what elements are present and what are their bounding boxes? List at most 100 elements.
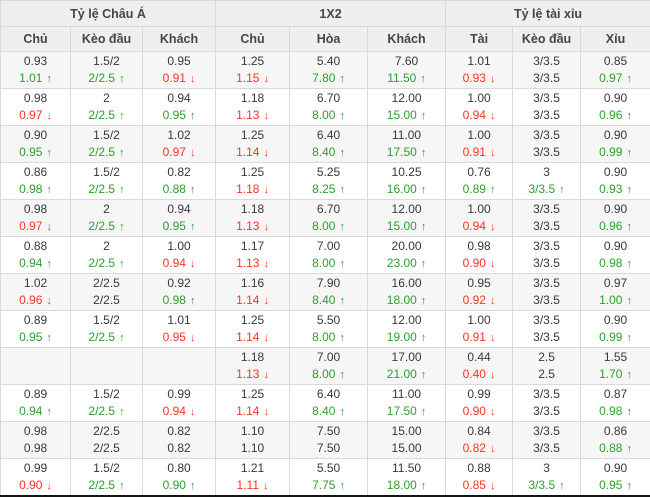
odds-live-number: 0.82 xyxy=(167,441,190,455)
odds-table-header: Tỷ lệ Châu Á 1X2 Tỷ lệ tài xỉu Chủ Kèo đ… xyxy=(1,1,650,52)
odds-live-value: 0.96↑ xyxy=(581,218,650,235)
odds-live-number: 1.00 xyxy=(599,293,622,307)
odds-open-value: 3/3.5 xyxy=(513,201,580,218)
trend-down-icon: ↓ xyxy=(490,406,496,418)
odds-open-value: 3 xyxy=(513,164,580,181)
trend-up-icon: ↑ xyxy=(119,258,125,270)
odds-live-number: 2/2.5 xyxy=(93,441,120,455)
odds-live-value: 2/2.5↑ xyxy=(71,70,142,87)
odds-open-value: 15.00 xyxy=(368,423,445,440)
trend-down-icon: ↓ xyxy=(263,258,269,270)
odds-live-value: 0.98↑ xyxy=(143,292,215,309)
odds-live-value: 3/3.5 xyxy=(513,255,580,272)
odds-open-value: 1.02 xyxy=(1,275,70,292)
odds-live-value: 0.98↑ xyxy=(1,181,70,198)
odds-open-value: 1.5/2 xyxy=(71,53,142,70)
odds-live-value: 0.97↓ xyxy=(1,218,70,235)
odds-open-value: 1.18 xyxy=(216,201,289,218)
trend-up-icon: ↑ xyxy=(119,184,125,196)
odds-live-value: 0.91↓ xyxy=(446,329,512,346)
odds-open-value: 3/3.5 xyxy=(513,312,580,329)
trend-down-icon: ↓ xyxy=(490,110,496,122)
odds-live-number: 11.50 xyxy=(387,71,416,85)
odds-open-value: 0.88 xyxy=(446,460,512,477)
odds-live-number: 3/3.5 xyxy=(533,404,560,418)
trend-up-icon: ↑ xyxy=(119,147,125,159)
trend-up-icon: ↑ xyxy=(46,406,52,418)
trend-up-icon: ↑ xyxy=(421,258,427,270)
odds-open-value: 11.50 xyxy=(368,460,445,477)
odds-live-value: 1.13↓ xyxy=(216,107,289,124)
odds-live-number: 1.14 xyxy=(236,293,259,307)
odds-live-number: 0.91 xyxy=(463,330,486,344)
trend-up-icon: ↑ xyxy=(339,332,345,344)
odds-live-number: 3/3.5 xyxy=(533,293,560,307)
odds-live-value: 0.90↓ xyxy=(446,403,512,420)
odds-cell xyxy=(71,348,143,385)
trend-down-icon: ↓ xyxy=(263,221,269,233)
odds-live-number: 0.94 xyxy=(19,256,42,270)
trend-down-icon: ↓ xyxy=(263,73,269,85)
odds-open-value: 6.40 xyxy=(290,386,367,403)
odds-live-value: 0.90↓ xyxy=(446,255,512,272)
odds-live-value: 1.13↓ xyxy=(216,255,289,272)
odds-live-value: 0.97↑ xyxy=(581,70,650,87)
odds-open-value: 0.87 xyxy=(581,386,650,403)
odds-open-value: 1.18 xyxy=(216,90,289,107)
odds-live-value: 0.88↑ xyxy=(143,181,215,198)
odds-open-value: 7.00 xyxy=(290,349,367,366)
odds-live-value: 1.14↓ xyxy=(216,329,289,346)
trend-up-icon: ↑ xyxy=(339,369,345,381)
trend-up-icon: ↑ xyxy=(119,332,125,344)
odds-live-number: 15.00 xyxy=(392,441,422,455)
odds-open-value: 3/3.5 xyxy=(513,238,580,255)
odds-live-number: 0.90 xyxy=(463,256,486,270)
trend-down-icon: ↓ xyxy=(490,443,496,455)
odds-live-number: 3/3.5 xyxy=(533,441,560,455)
odds-live-number: 0.95 xyxy=(599,478,622,492)
odds-live-value: 0.94↓ xyxy=(143,403,215,420)
odds-live-number: 0.94 xyxy=(463,219,486,233)
odds-live-value: 0.90↓ xyxy=(1,477,70,494)
odds-live-value: 1.14↓ xyxy=(216,403,289,420)
trend-up-icon: ↑ xyxy=(626,406,632,418)
trend-down-icon: ↓ xyxy=(490,480,496,492)
odds-live-value: 0.98↑ xyxy=(581,403,650,420)
trend-down-icon: ↓ xyxy=(190,73,196,85)
odds-open-value: 1.00 xyxy=(446,201,512,218)
odds-open-value: 0.95 xyxy=(143,53,215,70)
trend-up-icon: ↑ xyxy=(190,295,196,307)
odds-live-value: 0.94↓ xyxy=(446,107,512,124)
odds-open-value: 16.00 xyxy=(368,275,445,292)
odds-live-number: 1.01 xyxy=(19,71,42,85)
column-header-ah-handicap: Kèo đầu xyxy=(71,27,143,52)
odds-open-value: 6.70 xyxy=(290,201,367,218)
odds-live-number: 0.85 xyxy=(463,478,486,492)
trend-up-icon: ↑ xyxy=(190,221,196,233)
odds-open-value: 0.84 xyxy=(446,423,512,440)
odds-live-value: 3/3.5 xyxy=(513,144,580,161)
